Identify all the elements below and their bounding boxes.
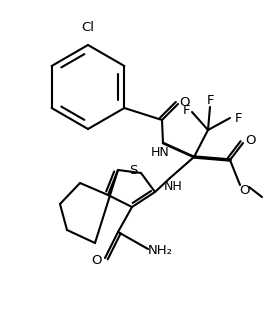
Text: O: O bbox=[92, 254, 102, 267]
Text: Cl: Cl bbox=[81, 21, 94, 34]
Text: O: O bbox=[240, 184, 250, 197]
Text: S: S bbox=[129, 163, 137, 176]
Text: F: F bbox=[207, 95, 215, 108]
Text: O: O bbox=[180, 95, 190, 108]
Text: NH₂: NH₂ bbox=[147, 245, 172, 258]
Text: F: F bbox=[183, 104, 191, 117]
Text: HN: HN bbox=[151, 145, 169, 158]
Text: O: O bbox=[246, 135, 256, 148]
Text: F: F bbox=[234, 112, 242, 125]
Text: NH: NH bbox=[164, 180, 182, 193]
